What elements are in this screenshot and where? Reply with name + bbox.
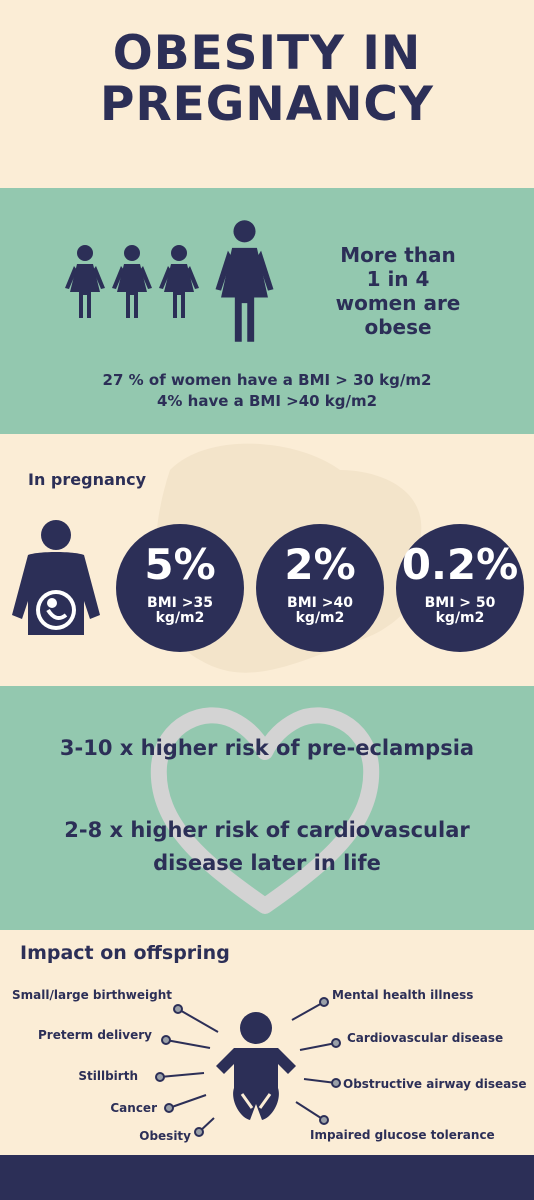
stat-percent: 0.2% — [401, 540, 519, 589]
stat-circle-bmi40: 2% BMI >40 kg/m2 — [256, 524, 384, 652]
pregnancy-label: In pregnancy — [28, 470, 147, 489]
stat-circle-bmi35: 5% BMI >35 kg/m2 — [116, 524, 244, 652]
offspring-left-5: Obesity — [139, 1129, 191, 1143]
woman-icon — [65, 245, 105, 318]
stat-percent: 2% — [284, 540, 356, 589]
woman-icon — [112, 245, 152, 318]
preeclampsia-risk: 3-10 x higher risk of pre-eclampsia — [59, 736, 475, 760]
woman-icon-large — [215, 220, 274, 342]
offspring-right-2: Cardiovascular disease — [347, 1031, 504, 1045]
page-title: OBESITY IN PREGNANCY — [0, 28, 534, 130]
stat-percent: 5% — [144, 540, 216, 589]
offspring-left-1: Small/large birthweight — [12, 988, 172, 1002]
stat-bmi-label: BMI > 50 kg/m2 — [424, 595, 496, 626]
offspring-left-3: Stillbirth — [78, 1069, 138, 1083]
offspring-right-1: Mental health illness — [332, 988, 474, 1002]
heart-icon — [150, 707, 380, 914]
offspring-label: Impact on offspring — [20, 942, 230, 964]
offspring-right-3: Obstructive airway disease — [343, 1077, 527, 1091]
title-line-2: PREGNANCY — [100, 77, 434, 132]
offspring-left-4: Cancer — [110, 1101, 157, 1115]
prevalence-headline: More than 1 in 4 women are obese — [335, 243, 461, 339]
pregnant-woman-icon — [12, 520, 100, 635]
offspring-left-2: Preterm delivery — [38, 1028, 152, 1042]
stat-bmi-label: BMI >40 kg/m2 — [287, 595, 353, 626]
bmi-40-statistic: 4% have a BMI >40 kg/m2 — [156, 392, 378, 410]
stat-bmi-label: BMI >35 kg/m2 — [147, 595, 213, 626]
woman-icon — [159, 245, 199, 318]
footer-bar — [0, 1155, 534, 1200]
stat-circle-bmi50: 0.2% BMI > 50 kg/m2 — [396, 524, 524, 652]
women-icons-row — [65, 220, 274, 342]
bmi-30-statistic: 27 % of women have a BMI > 30 kg/m2 — [102, 371, 432, 389]
cardiovascular-risk: 2-8 x higher risk of cardiovascular dise… — [64, 818, 470, 875]
risk-band — [0, 686, 534, 930]
title-line-1: OBESITY IN — [112, 26, 422, 81]
baby-icon — [216, 1012, 296, 1120]
offspring-right-4: Impaired glucose tolerance — [310, 1128, 495, 1142]
